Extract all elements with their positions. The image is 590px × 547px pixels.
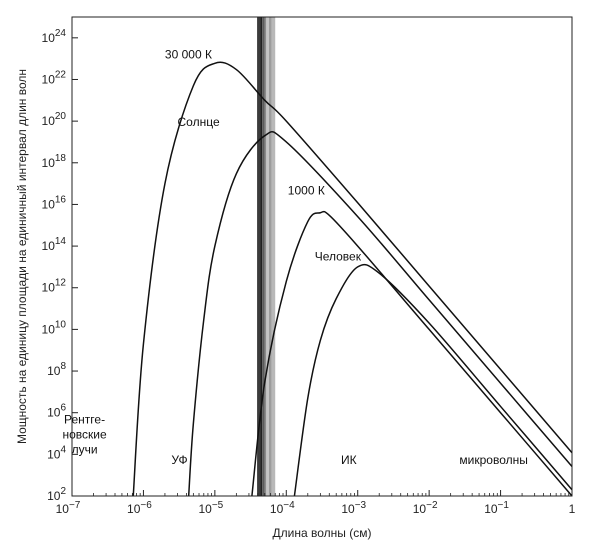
y-tick-base: 10 [42,31,56,45]
region-label: Рентге-новские лучи [62,413,106,457]
y-tick-exponent: 10 [55,319,67,330]
y-tick-base: 10 [47,447,61,461]
y-tick-label: 1010 [42,319,67,336]
y-tick-label: 104 [47,444,66,461]
y-tick-exponent: 8 [60,361,66,372]
series-line [251,210,573,497]
x-tick-label: 1 [569,502,576,516]
visible-band-stripe [264,17,267,496]
region-label: ИК [341,453,357,467]
visible-band-stripe [266,17,269,496]
y-ticks: 1021041061081010101210141016101810201022… [42,28,78,503]
series-line [187,131,573,497]
x-tick-exponent: −1 [498,500,510,511]
y-tick-base: 10 [47,489,61,503]
y-tick-base: 10 [42,239,56,253]
x-tick-exponent: −6 [140,500,152,511]
y-tick-label: 1012 [42,278,67,295]
y-tick-base: 10 [47,364,61,378]
y-tick-base: 10 [42,72,56,86]
visible-band-stripe [271,17,276,496]
x-tick-exponent: −4 [283,500,295,511]
x-tick-exponent: −2 [426,500,438,511]
curve-label: Человек [315,250,362,264]
region-label: УФ [171,453,187,467]
x-tick-label: 10−3 [341,500,366,516]
visible-band-stripe [257,17,261,496]
x-tick-exponent: −7 [69,500,81,511]
region-label-line: лучи [72,443,98,457]
region-label-line: новские [62,428,106,442]
x-tick-label: 10−2 [413,500,438,516]
y-tick-exponent: 4 [60,444,66,455]
y-tick-base: 10 [42,197,56,211]
y-tick-base: 10 [42,322,56,336]
x-tick-label: 10−1 [484,500,509,516]
curve-label: Солнце [178,115,220,129]
y-tick-exponent: 24 [55,28,67,39]
y-tick-exponent: 2 [60,486,66,497]
region-label-line: микроволны [459,453,527,467]
series-line [132,61,573,497]
series-line [293,263,573,497]
y-tick-exponent: 22 [55,69,67,80]
x-tick-label: 10−6 [127,500,152,516]
x-tick-label: 10−5 [198,500,223,516]
y-tick-label: 1014 [42,236,67,253]
region-label-line: УФ [171,453,187,467]
y-axis-label: Мощность на единицу площади на единичный… [15,69,29,444]
region-label: микроволны [459,453,527,467]
y-tick-exponent: 14 [55,236,67,247]
y-tick-exponent: 6 [60,403,66,414]
y-tick-label: 108 [47,361,66,378]
y-tick-exponent: 12 [55,278,67,289]
y-tick-label: 102 [47,486,66,503]
axes [71,16,573,497]
labels: Длина волны (см) Мощность на единицу пло… [15,48,528,540]
y-tick-base: 10 [42,114,56,128]
visible-band-stripe [260,17,263,496]
y-tick-exponent: 20 [55,111,67,122]
y-tick-label: 1020 [42,111,67,128]
region-label-line: Рентге- [64,413,105,427]
visible-band-stripe [262,17,265,496]
plot-frame [71,16,573,497]
x-tick-exponent: −5 [212,500,224,511]
y-tick-base: 10 [42,156,56,170]
visible-band-stripe [268,17,272,496]
curve-label: 1000 К [288,183,325,197]
y-tick-label: 1018 [42,153,67,170]
y-tick-label: 1022 [42,69,67,86]
visible-light-band [257,17,276,496]
x-axis-label: Длина волны (см) [273,526,372,540]
y-tick-label: 1016 [42,194,67,211]
x-tick-exponent: −3 [355,500,367,511]
y-tick-exponent: 16 [55,194,67,205]
y-tick-label: 1024 [42,28,67,45]
y-tick-base: 10 [47,406,61,420]
curve-label: 30 000 К [165,48,212,62]
y-tick-exponent: 18 [55,153,67,164]
x-tick-label: 10−4 [270,500,295,516]
y-tick-base: 10 [42,281,56,295]
curves [132,61,573,497]
y-tick-label: 106 [47,403,66,420]
region-label-line: ИК [341,453,357,467]
